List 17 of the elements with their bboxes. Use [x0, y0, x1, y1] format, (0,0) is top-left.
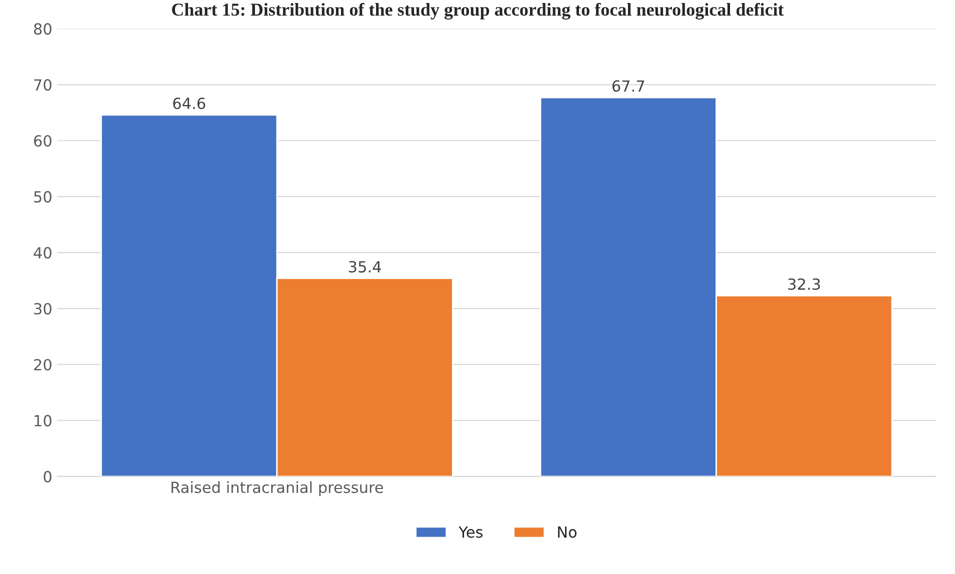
y-tick-label: 60 [34, 135, 52, 147]
y-tick-label: 50 [34, 191, 52, 203]
data-label: 35.4 [348, 261, 381, 273]
y-tick-label: 30 [34, 302, 52, 315]
y-tick-label: 0 [44, 470, 52, 482]
legend-label: No [558, 526, 577, 538]
y-tick-label: 80 [34, 23, 52, 35]
y-tick-label: 70 [34, 79, 52, 91]
x-tick-label: Raised intracranial pressure [172, 481, 384, 496]
y-tick-label: 10 [34, 414, 52, 426]
y-tick-label: 40 [34, 247, 52, 259]
y-tick-label: 20 [34, 358, 52, 371]
chart-title: Chart 15: Distribution of the study group according to focal neurological deficit [172, 2, 784, 20]
data-label: 64.6 [173, 98, 206, 110]
legend-label: Yes [458, 526, 483, 538]
data-label: 32.3 [788, 278, 820, 290]
data-label: 67.7 [612, 80, 644, 92]
